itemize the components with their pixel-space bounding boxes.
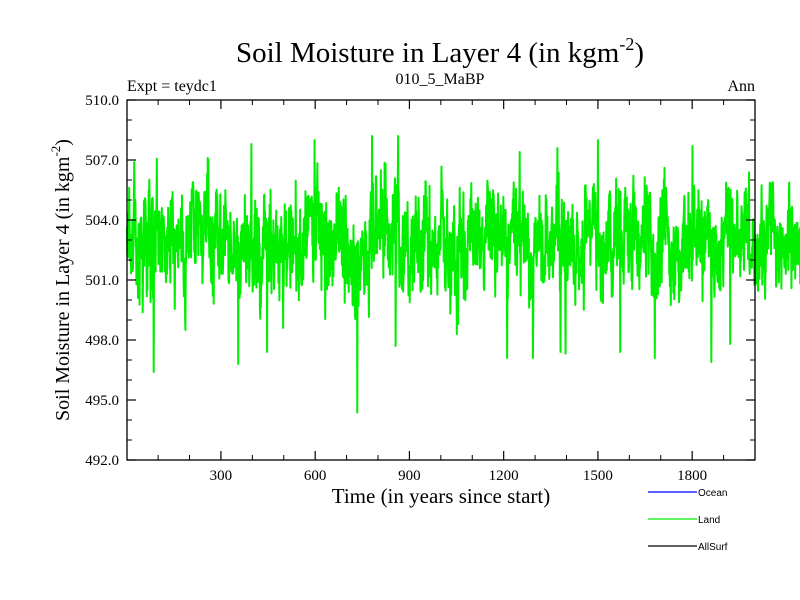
y-tick-label: 495.0	[85, 393, 119, 409]
y-axis-label: Soil Moisture in Layer 4 (in kgm-2)	[48, 139, 74, 421]
y-axis-ticks: 492.0 495.0 498.0 501.0 504.0 507.0 510.0	[85, 93, 755, 469]
legend-label: Land	[698, 515, 720, 526]
y-tick-label: 504.0	[85, 213, 119, 229]
legend-label: Ocean	[698, 488, 727, 499]
y-tick-label: 507.0	[85, 153, 119, 169]
land-series-line	[126, 135, 800, 414]
x-tick-label: 900	[398, 468, 421, 484]
y-tick-label: 498.0	[85, 333, 119, 349]
chart-title: Soil Moisture in Layer 4 (in kgm-2)	[236, 34, 644, 69]
legend-label: AllSurf	[698, 542, 728, 553]
period-label: 010_5_MaBP	[396, 71, 485, 88]
x-axis-label: Time (in years since start)	[332, 484, 551, 508]
x-tick-label: 600	[304, 468, 327, 484]
x-tick-label: 300	[210, 468, 233, 484]
experiment-label: Expt = teydc1	[127, 78, 217, 95]
x-tick-label: 1800	[677, 468, 707, 484]
season-label: Ann	[727, 78, 755, 95]
y-tick-label: 501.0	[85, 273, 119, 289]
y-tick-label: 492.0	[85, 453, 119, 469]
plot-area: 300 600 900 1200 1500 1800 492.0 495.0 498.0 501…	[85, 93, 800, 484]
x-tick-label: 1200	[489, 468, 519, 484]
legend: Ocean Land AllSurf	[648, 488, 728, 553]
x-axis-ticks: 300 600 900 1200 1500 1800	[157, 100, 725, 484]
x-tick-label: 1500	[583, 468, 613, 484]
land-series	[126, 135, 800, 414]
y-tick-label: 510.0	[85, 93, 119, 109]
